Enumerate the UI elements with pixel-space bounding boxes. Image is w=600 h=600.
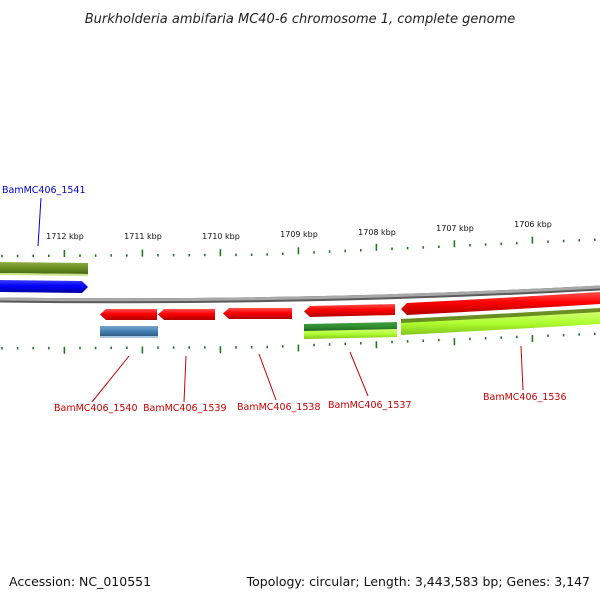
gene-label-1541[interactable]: BamMC406_1541: [2, 185, 85, 196]
map-title: Burkholderia ambifaria MC40-6 chromosome…: [85, 12, 515, 27]
leader-line-1541: [37, 197, 42, 247]
gene-bammc406-1536-arrow[interactable]: [401, 292, 600, 315]
scale-labels: 1712 kbp 1711 kbp 1710 kbp 1709 kbp 1708…: [46, 220, 552, 241]
gene-bammc406-1537-arrow[interactable]: [304, 304, 395, 317]
scale-label-1706: 1706 kbp: [514, 220, 552, 229]
gene-label-1536[interactable]: BamMC406_1536: [483, 392, 566, 403]
gene-label-1538[interactable]: BamMC406_1538: [237, 402, 320, 413]
gene-bammc406-1539-arrow[interactable]: [158, 309, 215, 320]
olive-feature-highlight: [0, 273, 88, 276]
scale-label-1710: 1710 kbp: [202, 232, 240, 241]
scale-label-1712: 1712 kbp: [46, 232, 84, 241]
scale-label-1708: 1708 kbp: [358, 228, 396, 237]
gene-bammc406-1538-arrow[interactable]: [223, 308, 292, 319]
gene-label-1537[interactable]: BamMC406_1537: [328, 400, 411, 411]
gene-label-1539[interactable]: BamMC406_1539: [143, 403, 226, 414]
inner-scale-ticks: [1, 332, 596, 354]
outer-scale-ticks: [1, 236, 596, 258]
lime-feature-bar-right[interactable]: [401, 311, 600, 335]
genome-summary-text: Topology: circular; Length: 3,443,583 bp…: [246, 574, 590, 589]
backbone-arc: [0, 285, 600, 302]
olive-feature-bar[interactable]: [0, 262, 88, 274]
scale-label-1711: 1711 kbp: [124, 232, 162, 241]
accession-text: Accession: NC_010551: [9, 574, 151, 589]
scale-label-1709: 1709 kbp: [280, 230, 318, 239]
steelblue-feature-highlight: [100, 336, 158, 338]
leader-line-1537: [349, 351, 369, 397]
steelblue-feature-bar[interactable]: [100, 326, 158, 336]
lime-feature-bar-left[interactable]: [304, 329, 397, 339]
scale-label-1707: 1707 kbp: [436, 224, 474, 233]
gene-bammc406-1541-arrow[interactable]: [0, 280, 88, 293]
leader-line-1539: [183, 355, 187, 403]
gene-bammc406-1540-arrow[interactable]: [100, 309, 157, 320]
leader-line-1540: [91, 355, 130, 403]
leader-line-1538: [258, 353, 277, 401]
lime-feature-edge: [401, 308, 600, 323]
gene-label-1540[interactable]: BamMC406_1540: [54, 403, 137, 414]
leader-line-1536: [520, 345, 524, 391]
